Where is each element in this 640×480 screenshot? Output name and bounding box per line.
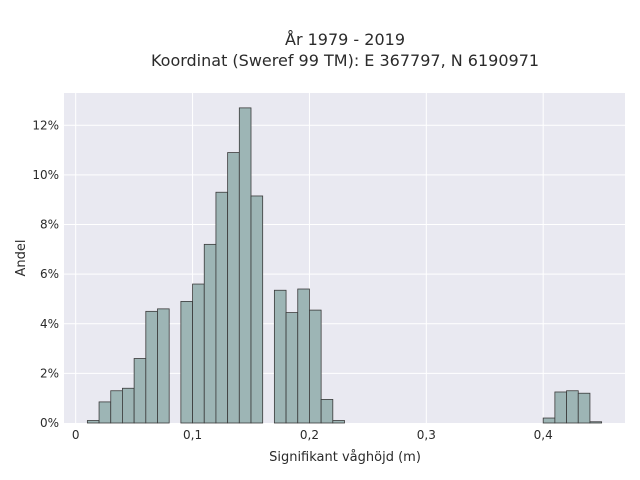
histogram-bar — [542, 417, 556, 424]
histogram-bar — [566, 390, 579, 424]
histogram-bar — [577, 392, 591, 424]
histogram-bar — [227, 152, 240, 424]
y-tick-label: 4% — [40, 317, 59, 331]
histogram-bar — [180, 301, 193, 424]
y-tick-label: 6% — [40, 267, 59, 281]
y-tick-label: 8% — [40, 218, 59, 232]
x-tick-label: 0,2 — [300, 428, 319, 442]
chart-title-line1: År 1979 - 2019 — [285, 30, 405, 49]
grid-lines — [64, 93, 625, 423]
histogram-bar — [157, 308, 170, 424]
histogram-bar — [589, 421, 603, 424]
histogram-bar — [250, 195, 264, 424]
x-tick-label: 0,4 — [534, 428, 553, 442]
x-axis-label: Signifikant våghöjd (m) — [269, 450, 421, 465]
histogram-bar — [297, 288, 310, 424]
histogram-bar — [320, 399, 334, 424]
histogram-bar — [86, 420, 100, 424]
histogram-bar — [203, 243, 217, 424]
x-tick-label: 0,3 — [417, 428, 436, 442]
histogram-bar — [285, 312, 299, 424]
y-tick-label: 2% — [40, 366, 59, 380]
histogram-bar — [145, 310, 158, 424]
y-tick-label: 10% — [32, 168, 59, 182]
x-axis-ticks: 0 0,1 0,2 0,3 0,4 — [72, 428, 553, 442]
histogram-bar — [122, 387, 135, 424]
histogram-bar — [98, 401, 112, 424]
histogram-bar — [273, 289, 287, 424]
histogram-bar — [133, 358, 147, 424]
y-tick-label: 12% — [32, 118, 59, 132]
y-tick-label: 0% — [40, 416, 59, 430]
histogram-bars — [86, 107, 603, 424]
histogram-bar — [110, 390, 123, 424]
x-tick-label: 0 — [72, 428, 80, 442]
histogram-bar — [309, 309, 322, 424]
histogram-bar — [192, 283, 205, 424]
histogram-bar — [332, 420, 345, 424]
chart-title-line2: Koordinat (Sweref 99 TM): E 367797, N 61… — [151, 51, 539, 70]
y-axis-label: Andel — [14, 240, 29, 277]
y-axis-ticks: 0% 2% 4% 6% 8% 10% 12% — [32, 118, 59, 430]
histogram-bar — [215, 191, 229, 424]
histogram-bar — [238, 107, 252, 424]
x-tick-label: 0,1 — [183, 428, 202, 442]
histogram-bar — [554, 391, 567, 424]
